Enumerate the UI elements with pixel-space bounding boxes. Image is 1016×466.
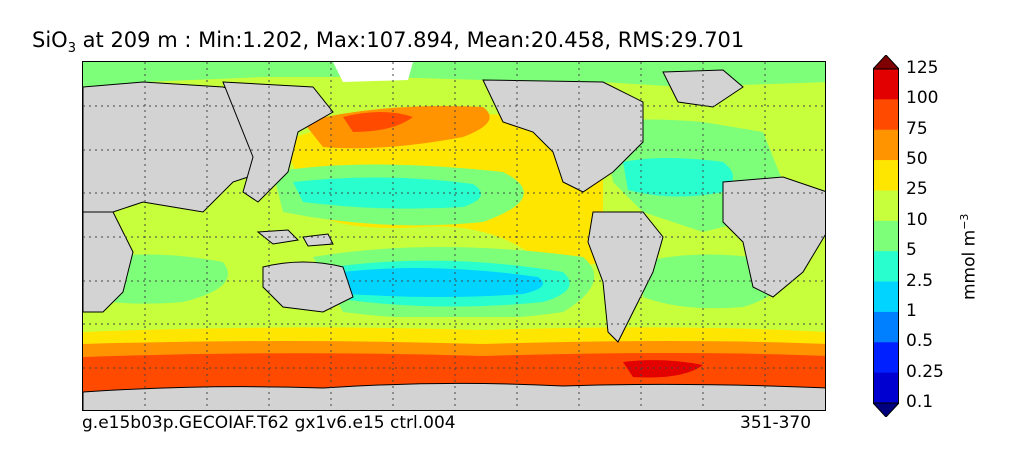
colorbar-tick-label: 0.25 <box>906 361 944 382</box>
arctic-white <box>333 62 413 82</box>
colorbar-tick-label: 125 <box>906 58 939 78</box>
colorbar-outline <box>873 68 899 404</box>
colorbar-tick-label: 2.5 <box>906 270 934 291</box>
colorbar-tick-label: 25 <box>906 179 928 200</box>
title-variable: SiO <box>32 28 68 52</box>
colorbar-tick-label: 5 <box>906 240 917 261</box>
units-label: mmol m−3 <box>958 214 980 300</box>
plot-title: SiO3 at 209 m : Min:1.202, Max:107.894, … <box>32 28 744 56</box>
colorbar-extend-min <box>873 402 899 417</box>
silicate-map <box>82 61 826 411</box>
sp-gyre-blue <box>341 268 543 297</box>
gridlines <box>83 62 825 410</box>
antarctica <box>83 382 825 410</box>
map-canvas <box>83 62 825 410</box>
colorbar-tick-label: 0.5 <box>906 331 934 352</box>
colorbar-swatch <box>873 69 899 100</box>
new-guinea <box>302 233 334 247</box>
land <box>83 69 825 410</box>
colorbar-tick-label: 75 <box>906 118 928 139</box>
title-stats: at 209 m : Min:1.202, Max:107.894, Mean:… <box>75 28 745 52</box>
colorbar-swatch <box>873 160 899 191</box>
north-america <box>482 79 644 193</box>
colorbar-swatch <box>873 190 899 222</box>
colorbar-tick-label: 100 <box>906 88 939 109</box>
north-pacific-red <box>343 112 413 132</box>
north-atlantic-cyan <box>623 158 733 197</box>
colorbar-swatch <box>873 129 899 161</box>
colorbar-extend-max <box>873 55 899 70</box>
colorbar-swatch <box>873 99 899 131</box>
indonesia <box>256 229 300 245</box>
colorbar-swatch <box>873 251 899 283</box>
colorbar-swatches <box>873 55 899 417</box>
south-america <box>587 211 664 343</box>
year-range: 351-370 <box>740 413 812 433</box>
greenland <box>662 69 744 108</box>
colorbar-swatch <box>873 220 899 252</box>
colorbar-swatch <box>873 281 899 313</box>
units-main: mmol m <box>959 229 980 300</box>
units-exponent: −3 <box>958 213 971 230</box>
so-band-100 <box>623 360 703 378</box>
np-gyre-cyan <box>293 177 481 209</box>
colorbar-swatch <box>873 342 899 374</box>
colorbar-tick-label: 50 <box>906 149 928 170</box>
title-subscript: 3 <box>67 41 76 57</box>
colorbar <box>873 55 899 417</box>
colorbar-tick-label: 0.1 <box>906 392 934 412</box>
colorbar-swatch <box>873 372 899 404</box>
case-name: g.e15b03p.GECOIAF.T62 gx1v6.e15 ctrl.004 <box>82 413 456 433</box>
east-asia <box>222 81 334 203</box>
colorbar-tick-label: 10 <box>906 209 928 230</box>
australia <box>262 261 354 313</box>
colorbar-swatch <box>873 311 899 343</box>
colorbar-tick-label: 1 <box>906 300 917 321</box>
